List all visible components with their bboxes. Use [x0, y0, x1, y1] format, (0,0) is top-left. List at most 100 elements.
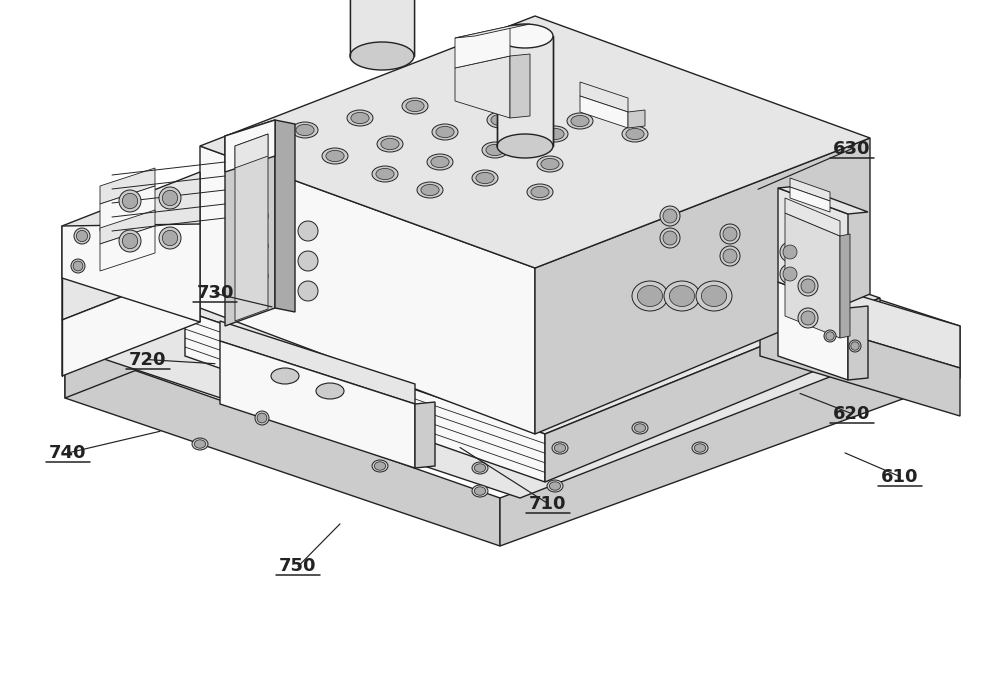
Ellipse shape	[457, 86, 483, 102]
Polygon shape	[235, 134, 268, 321]
Ellipse shape	[780, 264, 800, 284]
Ellipse shape	[292, 122, 318, 138]
Ellipse shape	[350, 42, 414, 70]
Ellipse shape	[406, 101, 424, 112]
Ellipse shape	[801, 311, 815, 325]
Ellipse shape	[122, 193, 138, 209]
Ellipse shape	[472, 462, 488, 474]
Polygon shape	[778, 186, 868, 214]
Ellipse shape	[549, 482, 561, 490]
Ellipse shape	[632, 281, 668, 311]
Ellipse shape	[486, 145, 504, 155]
Ellipse shape	[257, 413, 267, 423]
Ellipse shape	[660, 228, 680, 248]
Ellipse shape	[119, 190, 141, 212]
Polygon shape	[225, 120, 275, 326]
Ellipse shape	[497, 134, 553, 158]
Ellipse shape	[516, 102, 534, 114]
Ellipse shape	[322, 148, 348, 164]
Text: 740: 740	[49, 444, 87, 462]
Polygon shape	[62, 172, 200, 278]
Ellipse shape	[162, 191, 178, 206]
Ellipse shape	[626, 128, 644, 140]
Ellipse shape	[720, 224, 740, 244]
Ellipse shape	[826, 332, 834, 340]
Ellipse shape	[298, 221, 318, 241]
Polygon shape	[350, 0, 414, 56]
Text: 710: 710	[529, 495, 567, 512]
Ellipse shape	[567, 113, 593, 129]
Ellipse shape	[664, 281, 700, 311]
Polygon shape	[65, 176, 500, 398]
Polygon shape	[628, 110, 645, 128]
Ellipse shape	[552, 442, 568, 454]
Ellipse shape	[798, 308, 818, 328]
Polygon shape	[185, 176, 880, 434]
Ellipse shape	[159, 187, 181, 209]
Ellipse shape	[76, 231, 88, 241]
Ellipse shape	[542, 126, 568, 142]
Polygon shape	[100, 210, 155, 244]
Ellipse shape	[421, 185, 439, 195]
Polygon shape	[100, 168, 155, 204]
Polygon shape	[760, 308, 960, 416]
Polygon shape	[455, 26, 510, 68]
Polygon shape	[840, 234, 850, 338]
Ellipse shape	[783, 245, 797, 259]
Ellipse shape	[431, 156, 449, 168]
Ellipse shape	[71, 259, 85, 273]
Ellipse shape	[801, 279, 815, 293]
Ellipse shape	[474, 487, 486, 496]
Ellipse shape	[316, 383, 344, 399]
Ellipse shape	[377, 136, 403, 152]
Polygon shape	[455, 56, 510, 118]
Ellipse shape	[663, 209, 677, 223]
Ellipse shape	[248, 266, 268, 286]
Polygon shape	[497, 36, 553, 146]
Ellipse shape	[374, 462, 386, 470]
Ellipse shape	[634, 424, 646, 432]
Ellipse shape	[692, 442, 708, 454]
Ellipse shape	[472, 485, 488, 497]
Ellipse shape	[487, 112, 513, 128]
Polygon shape	[100, 226, 155, 271]
Text: 720: 720	[129, 351, 167, 368]
Ellipse shape	[298, 281, 318, 301]
Ellipse shape	[637, 285, 663, 306]
Polygon shape	[185, 311, 545, 482]
Ellipse shape	[248, 206, 268, 226]
Polygon shape	[65, 346, 500, 546]
Ellipse shape	[192, 438, 208, 450]
Ellipse shape	[780, 242, 800, 262]
Ellipse shape	[461, 89, 479, 99]
Ellipse shape	[326, 150, 344, 162]
Ellipse shape	[571, 116, 589, 126]
Polygon shape	[848, 306, 868, 380]
Polygon shape	[580, 82, 628, 112]
Ellipse shape	[527, 184, 553, 200]
Polygon shape	[415, 402, 435, 468]
Polygon shape	[235, 134, 268, 168]
Text: 620: 620	[833, 405, 871, 422]
Text: 750: 750	[279, 558, 317, 575]
Ellipse shape	[73, 261, 83, 271]
Ellipse shape	[271, 368, 299, 384]
Polygon shape	[500, 326, 960, 546]
Polygon shape	[545, 298, 880, 482]
Ellipse shape	[798, 276, 818, 296]
Ellipse shape	[255, 411, 269, 425]
Ellipse shape	[554, 444, 566, 452]
Ellipse shape	[162, 231, 178, 245]
Ellipse shape	[663, 231, 677, 245]
Ellipse shape	[849, 340, 861, 352]
Polygon shape	[580, 96, 628, 128]
Ellipse shape	[622, 126, 648, 142]
Polygon shape	[225, 120, 275, 172]
Ellipse shape	[701, 285, 727, 306]
Polygon shape	[535, 138, 870, 434]
Ellipse shape	[402, 98, 428, 114]
Text: 610: 610	[881, 468, 919, 485]
Ellipse shape	[376, 168, 394, 180]
Ellipse shape	[436, 126, 454, 138]
Polygon shape	[778, 188, 848, 308]
